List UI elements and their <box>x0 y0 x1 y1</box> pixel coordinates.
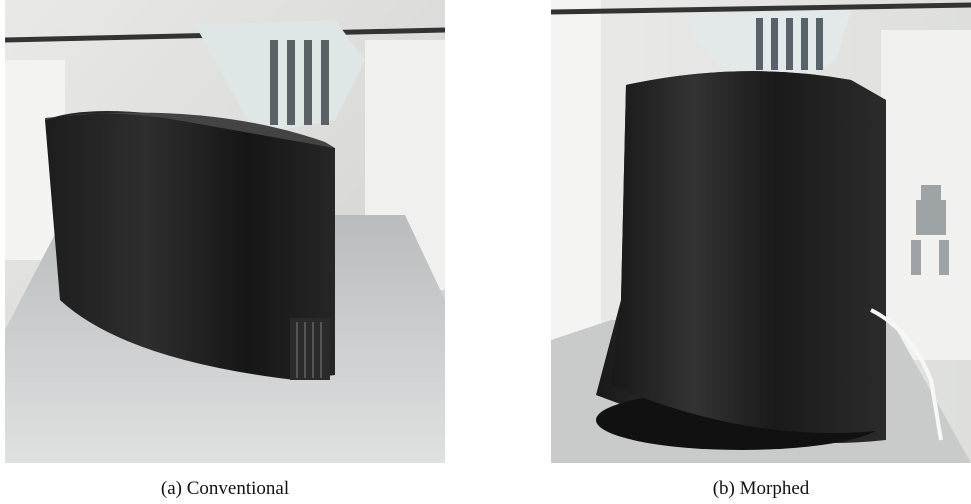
caption: (a) Conventional <box>5 478 445 500</box>
photo-morphed <box>551 0 971 463</box>
photo-conventional <box>5 0 445 463</box>
figure: (a) Conventional (b) Morphed <box>0 0 971 504</box>
caption: (b) Morphed <box>551 478 971 500</box>
